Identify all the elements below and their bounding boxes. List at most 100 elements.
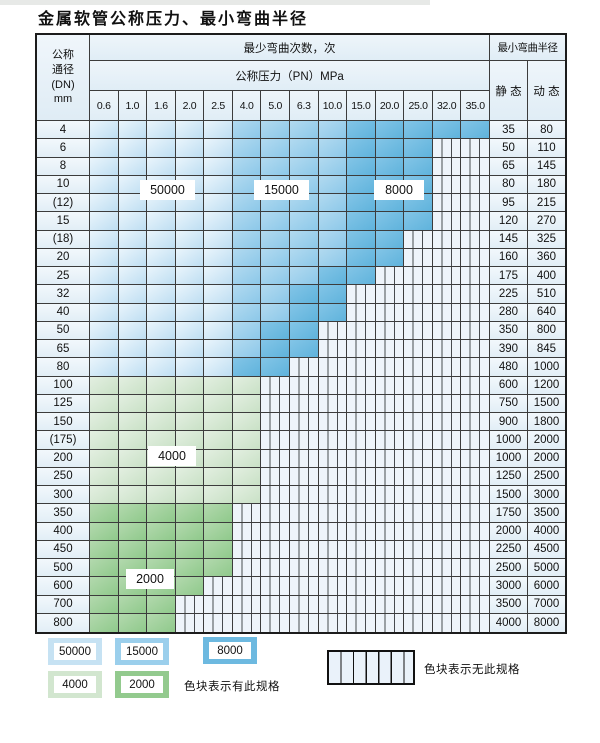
table-row: 700 3500 7000 — [37, 595, 565, 614]
no-spec-cell — [461, 613, 490, 632]
spec-cell-50000 — [204, 230, 233, 249]
spec-cell-50000 — [147, 230, 176, 249]
no-spec-cell — [375, 340, 405, 359]
dn-cell: 32 — [37, 285, 90, 304]
no-spec-cell — [432, 248, 462, 267]
spec-cell-2000 — [90, 595, 119, 614]
no-spec-cell — [204, 595, 233, 614]
spec-cell-8000 — [318, 303, 348, 322]
spec-cell-15000 — [261, 303, 290, 322]
no-spec-cell — [461, 595, 490, 614]
static-radius-cell: 95 — [489, 194, 528, 213]
no-spec-cell — [404, 340, 433, 359]
legend-swatch-label: 4000 — [54, 676, 96, 693]
spec-cell-4000 — [147, 376, 176, 395]
no-spec-cell — [461, 467, 490, 486]
spec-cell-4000 — [204, 394, 233, 413]
spec-cell-50000 — [204, 194, 233, 213]
spec-cell-2000 — [90, 559, 119, 578]
no-spec-cell — [432, 504, 462, 523]
spec-cell-50000 — [147, 267, 176, 286]
dynamic-radius-cell: 845 — [527, 340, 565, 359]
no-spec-cell — [347, 595, 376, 614]
no-spec-cell — [404, 613, 433, 632]
dn-cell: 200 — [37, 449, 90, 468]
spec-cell-4000 — [204, 413, 233, 432]
spec-cell-4000 — [232, 467, 262, 486]
spec-cell-50000 — [147, 358, 176, 377]
dynamic-radius-cell: 8000 — [527, 613, 565, 632]
no-spec-cell — [404, 467, 433, 486]
static-radius-cell: 2000 — [489, 522, 528, 541]
no-spec-cell — [318, 394, 348, 413]
no-spec-cell — [232, 504, 262, 523]
spec-cell-50000 — [175, 285, 205, 304]
no-spec-cell — [432, 175, 462, 194]
spec-cell-50000 — [90, 303, 119, 322]
spec-cell-4000 — [90, 376, 119, 395]
spec-cell-2000 — [204, 559, 233, 578]
no-spec-cell — [375, 540, 405, 559]
spec-cell-8000 — [289, 285, 319, 304]
spec-cell-4000 — [118, 449, 148, 468]
spec-cell-4000 — [175, 486, 205, 505]
static-radius-cell: 1500 — [489, 486, 528, 505]
no-spec-cell — [347, 613, 376, 632]
table-row: 400 2000 4000 — [37, 522, 565, 541]
spec-cell-15000 — [261, 248, 290, 267]
dynamic-radius-cell: 6000 — [527, 577, 565, 596]
dynamic-radius-cell: 145 — [527, 157, 565, 176]
spec-cell-50000 — [175, 321, 205, 340]
no-spec-cell — [318, 559, 348, 578]
no-spec-cell — [347, 577, 376, 596]
table-row: 10 80 180 — [37, 175, 565, 194]
spec-cell-50000 — [175, 230, 205, 249]
pressure-tick: 20.0 — [375, 91, 405, 121]
header-dn-line: (DN) — [51, 78, 75, 91]
no-spec-cell — [461, 431, 490, 450]
spec-cell-50000 — [204, 248, 233, 267]
no-spec-cell — [432, 486, 462, 505]
static-radius-cell: 50 — [489, 139, 528, 158]
no-spec-cell — [375, 285, 405, 304]
dynamic-radius-cell: 510 — [527, 285, 565, 304]
spec-cell-4000 — [147, 394, 176, 413]
static-radius-cell: 2250 — [489, 540, 528, 559]
spec-cell-15000 — [318, 175, 348, 194]
no-spec-cell — [232, 577, 262, 596]
spec-cell-4000 — [204, 431, 233, 450]
spec-cell-8000 — [347, 267, 376, 286]
no-spec-cell — [461, 522, 490, 541]
cycle-count-tag: 50000 — [140, 180, 195, 200]
spec-cell-50000 — [175, 248, 205, 267]
spec-cell-4000 — [204, 449, 233, 468]
dynamic-radius-cell: 4000 — [527, 522, 565, 541]
pressure-tick: 2.0 — [175, 91, 205, 121]
no-spec-cell — [432, 595, 462, 614]
legend-swatch-50000: 50000 — [48, 638, 102, 665]
no-spec-cell — [461, 376, 490, 395]
spec-cell-50000 — [147, 248, 176, 267]
header-dn-line: 通径 — [52, 63, 74, 76]
table-row: 20 160 360 — [37, 248, 565, 267]
no-spec-cell — [461, 157, 490, 176]
spec-cell-8000 — [404, 157, 433, 176]
static-radius-cell: 280 — [489, 303, 528, 322]
no-spec-cell — [289, 467, 319, 486]
table-row: 6 50 110 — [37, 139, 565, 158]
legend-swatch-label: 15000 — [121, 643, 163, 660]
spec-cell-2000 — [90, 504, 119, 523]
no-spec-cell — [375, 358, 405, 377]
static-radius-cell: 1250 — [489, 467, 528, 486]
no-spec-cell — [175, 613, 205, 632]
spec-cell-15000 — [318, 194, 348, 213]
dn-cell: 6 — [37, 139, 90, 158]
no-spec-cell — [261, 577, 290, 596]
table-row: 25 175 400 — [37, 267, 565, 286]
dn-cell: 150 — [37, 413, 90, 432]
spec-cell-50000 — [147, 157, 176, 176]
no-spec-cell — [375, 449, 405, 468]
spec-cell-4000 — [232, 431, 262, 450]
spec-cell-15000 — [261, 212, 290, 231]
spec-cell-2000 — [118, 540, 148, 559]
